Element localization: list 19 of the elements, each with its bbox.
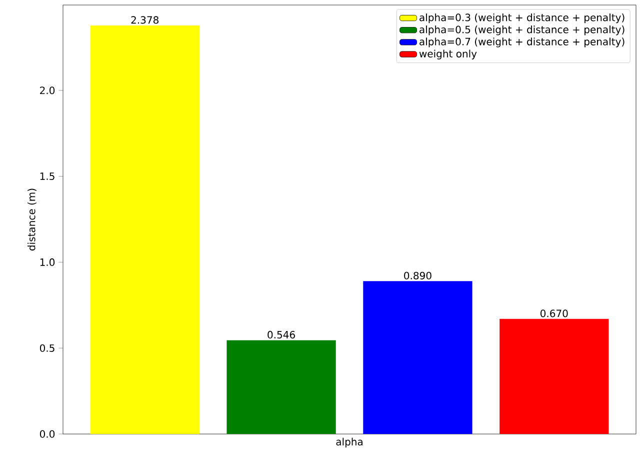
data-label: 2.378 <box>131 16 158 24</box>
data-label: 0.890 <box>404 272 432 280</box>
bar <box>363 281 472 434</box>
data-label: 0.546 <box>268 330 295 338</box>
bar <box>226 340 336 434</box>
bar <box>90 25 200 434</box>
bar <box>500 318 609 434</box>
legend-label: alpha=0.5 (weight + distance + penalty) <box>420 26 624 36</box>
legend-label: alpha=0.3 (weight + distance + penalty) <box>420 13 624 24</box>
y-tick-label: 0.5 <box>40 344 54 352</box>
legend-label: weight only <box>419 50 477 60</box>
y-tick-label: 1.0 <box>40 258 55 266</box>
y-tick-label: 2.0 <box>40 86 55 94</box>
legend-label: alpha=0.7 (weight + distance + penalty) <box>420 38 624 48</box>
y-tick-label: 0.0 <box>40 430 55 438</box>
data-label: 0.670 <box>540 310 568 318</box>
y-tick-label: 1.5 <box>40 172 54 180</box>
x-axis-title: alpha <box>336 438 362 448</box>
y-axis-title: distance (m) <box>28 188 36 250</box>
